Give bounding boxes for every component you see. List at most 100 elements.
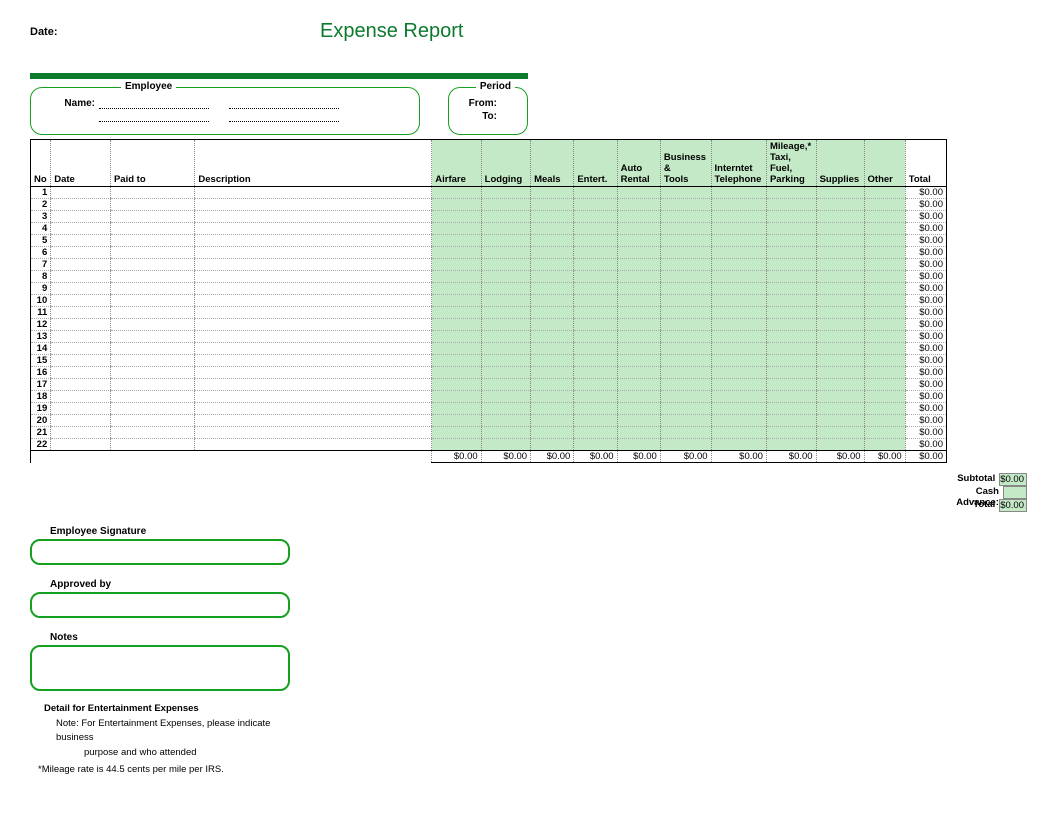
table-cell[interactable] xyxy=(574,403,617,415)
table-cell[interactable] xyxy=(481,319,530,331)
table-cell[interactable] xyxy=(110,319,194,331)
table-cell[interactable] xyxy=(432,331,481,343)
table-cell[interactable] xyxy=(195,223,432,235)
table-cell[interactable] xyxy=(195,187,432,199)
table-cell[interactable] xyxy=(574,367,617,379)
table-cell[interactable] xyxy=(574,415,617,427)
table-cell[interactable] xyxy=(51,343,111,355)
table-cell[interactable] xyxy=(432,427,481,439)
table-cell[interactable] xyxy=(617,391,660,403)
table-cell[interactable] xyxy=(51,331,111,343)
table-cell[interactable] xyxy=(816,391,864,403)
table-cell[interactable] xyxy=(110,259,194,271)
table-cell[interactable] xyxy=(766,403,816,415)
table-cell[interactable] xyxy=(617,259,660,271)
table-cell[interactable] xyxy=(531,223,574,235)
table-cell[interactable] xyxy=(660,355,711,367)
table-cell[interactable] xyxy=(766,343,816,355)
table-cell[interactable] xyxy=(864,259,905,271)
table-cell[interactable] xyxy=(432,307,481,319)
table-cell[interactable] xyxy=(531,355,574,367)
table-cell[interactable] xyxy=(574,283,617,295)
table-cell[interactable] xyxy=(816,199,864,211)
table-cell[interactable] xyxy=(531,187,574,199)
table-cell[interactable] xyxy=(766,187,816,199)
table-cell[interactable] xyxy=(574,343,617,355)
table-cell[interactable] xyxy=(195,391,432,403)
table-cell[interactable] xyxy=(766,331,816,343)
table-cell[interactable] xyxy=(660,367,711,379)
table-cell[interactable] xyxy=(51,247,111,259)
table-cell[interactable] xyxy=(51,271,111,283)
table-cell[interactable] xyxy=(711,223,766,235)
table-cell[interactable] xyxy=(51,235,111,247)
table-cell[interactable] xyxy=(481,283,530,295)
name-field-4[interactable] xyxy=(229,111,339,122)
table-cell[interactable] xyxy=(574,259,617,271)
table-cell[interactable] xyxy=(51,367,111,379)
table-cell[interactable] xyxy=(110,307,194,319)
table-cell[interactable] xyxy=(481,415,530,427)
table-cell[interactable] xyxy=(574,211,617,223)
table-cell[interactable] xyxy=(432,247,481,259)
table-cell[interactable] xyxy=(432,259,481,271)
table-cell[interactable] xyxy=(660,235,711,247)
table-cell[interactable] xyxy=(51,355,111,367)
table-cell[interactable] xyxy=(531,247,574,259)
table-cell[interactable] xyxy=(864,235,905,247)
table-cell[interactable] xyxy=(864,331,905,343)
table-cell[interactable] xyxy=(766,319,816,331)
table-cell[interactable] xyxy=(195,331,432,343)
table-cell[interactable] xyxy=(110,367,194,379)
table-cell[interactable] xyxy=(432,391,481,403)
table-cell[interactable] xyxy=(766,223,816,235)
table-cell[interactable] xyxy=(711,307,766,319)
table-cell[interactable] xyxy=(110,403,194,415)
table-cell[interactable] xyxy=(816,343,864,355)
table-cell[interactable] xyxy=(766,427,816,439)
table-cell[interactable] xyxy=(51,415,111,427)
table-cell[interactable] xyxy=(617,367,660,379)
table-cell[interactable] xyxy=(766,295,816,307)
table-cell[interactable] xyxy=(574,331,617,343)
table-cell[interactable] xyxy=(531,259,574,271)
table-cell[interactable] xyxy=(432,343,481,355)
table-cell[interactable] xyxy=(481,403,530,415)
table-cell[interactable] xyxy=(195,403,432,415)
table-cell[interactable] xyxy=(195,439,432,451)
table-cell[interactable] xyxy=(766,379,816,391)
table-cell[interactable] xyxy=(711,235,766,247)
table-cell[interactable] xyxy=(864,199,905,211)
table-cell[interactable] xyxy=(711,247,766,259)
table-cell[interactable] xyxy=(195,319,432,331)
table-cell[interactable] xyxy=(574,223,617,235)
table-cell[interactable] xyxy=(816,403,864,415)
table-cell[interactable] xyxy=(864,415,905,427)
table-cell[interactable] xyxy=(51,427,111,439)
table-cell[interactable] xyxy=(617,307,660,319)
table-cell[interactable] xyxy=(766,211,816,223)
table-cell[interactable] xyxy=(574,307,617,319)
table-cell[interactable] xyxy=(432,235,481,247)
table-cell[interactable] xyxy=(660,271,711,283)
table-cell[interactable] xyxy=(574,439,617,451)
table-cell[interactable] xyxy=(660,259,711,271)
table-cell[interactable] xyxy=(660,283,711,295)
table-cell[interactable] xyxy=(432,379,481,391)
table-cell[interactable] xyxy=(481,223,530,235)
table-cell[interactable] xyxy=(766,367,816,379)
table-cell[interactable] xyxy=(574,199,617,211)
table-cell[interactable] xyxy=(816,307,864,319)
notes-box[interactable] xyxy=(30,645,290,691)
table-cell[interactable] xyxy=(617,379,660,391)
table-cell[interactable] xyxy=(617,295,660,307)
table-cell[interactable] xyxy=(816,331,864,343)
table-cell[interactable] xyxy=(816,211,864,223)
table-cell[interactable] xyxy=(660,223,711,235)
table-cell[interactable] xyxy=(711,403,766,415)
table-cell[interactable] xyxy=(574,271,617,283)
table-cell[interactable] xyxy=(110,187,194,199)
table-cell[interactable] xyxy=(481,211,530,223)
table-cell[interactable] xyxy=(617,439,660,451)
table-cell[interactable] xyxy=(711,343,766,355)
